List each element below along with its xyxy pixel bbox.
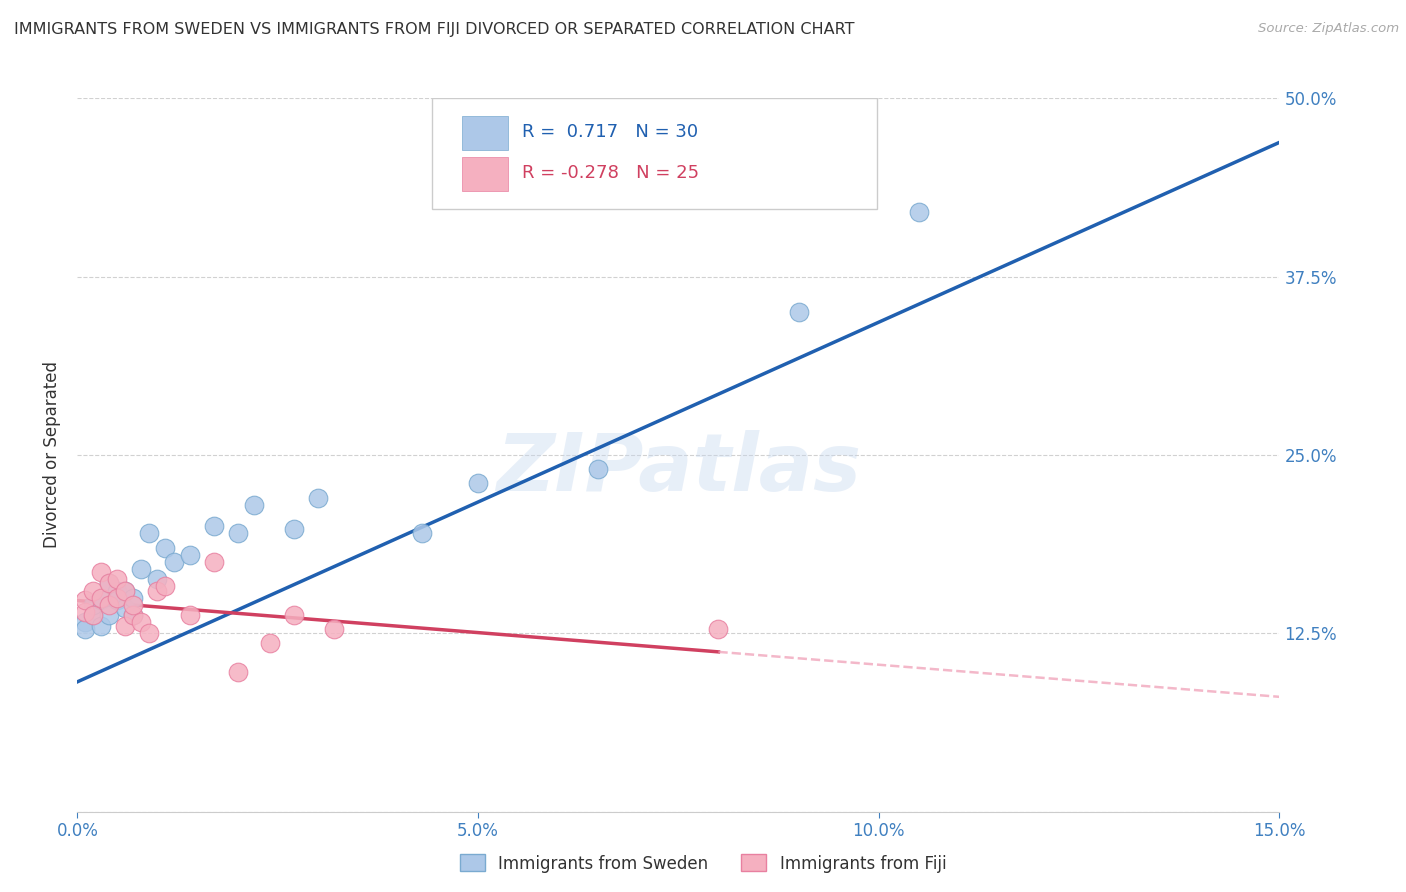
Point: [307, 491, 329, 505]
Point: [226, 526, 249, 541]
Point: [82, 607, 104, 622]
Point: [155, 579, 177, 593]
Point: [114, 583, 136, 598]
FancyBboxPatch shape: [432, 98, 877, 209]
Point: [114, 583, 136, 598]
Point: [98, 607, 121, 622]
Point: [122, 607, 145, 622]
Point: [322, 622, 344, 636]
Point: [98, 576, 121, 591]
Legend: Immigrants from Sweden, Immigrants from Fiji: Immigrants from Sweden, Immigrants from …: [453, 847, 953, 880]
Text: R =  0.717   N = 30: R = 0.717 N = 30: [522, 123, 699, 141]
Point: [242, 498, 264, 512]
Point: [179, 607, 201, 622]
Point: [138, 626, 160, 640]
Point: [90, 565, 112, 579]
Point: [122, 591, 145, 605]
Point: [467, 476, 489, 491]
Point: [131, 562, 153, 576]
Point: [107, 572, 129, 586]
Point: [75, 605, 97, 619]
Point: [90, 619, 112, 633]
Point: [107, 593, 129, 607]
Point: [202, 555, 225, 569]
Point: [75, 622, 97, 636]
Point: [259, 636, 281, 650]
Point: [588, 462, 610, 476]
Point: [179, 548, 201, 562]
FancyBboxPatch shape: [463, 116, 508, 150]
Point: [138, 526, 160, 541]
Point: [107, 591, 129, 605]
Point: [908, 205, 931, 219]
Point: [155, 541, 177, 555]
Point: [114, 600, 136, 615]
Point: [787, 305, 810, 319]
Point: [131, 615, 153, 629]
Point: [707, 622, 730, 636]
Text: R = -0.278   N = 25: R = -0.278 N = 25: [522, 164, 699, 182]
Point: [82, 583, 104, 598]
Text: Source: ZipAtlas.com: Source: ZipAtlas.com: [1258, 22, 1399, 36]
Point: [146, 583, 169, 598]
FancyBboxPatch shape: [463, 157, 508, 191]
Point: [411, 526, 433, 541]
Point: [98, 576, 121, 591]
Point: [114, 619, 136, 633]
Point: [283, 522, 305, 536]
Y-axis label: Divorced or Separated: Divorced or Separated: [44, 361, 62, 549]
Point: [90, 593, 112, 607]
Point: [122, 607, 145, 622]
Point: [98, 598, 121, 612]
Point: [82, 598, 104, 612]
Point: [75, 615, 97, 629]
Point: [162, 555, 184, 569]
Point: [90, 591, 112, 605]
Point: [226, 665, 249, 679]
Point: [283, 607, 305, 622]
Point: [82, 607, 104, 622]
Point: [146, 572, 169, 586]
Point: [122, 598, 145, 612]
Point: [75, 593, 97, 607]
Point: [202, 519, 225, 533]
Text: ZIPatlas: ZIPatlas: [496, 430, 860, 508]
Text: IMMIGRANTS FROM SWEDEN VS IMMIGRANTS FROM FIJI DIVORCED OR SEPARATED CORRELATION: IMMIGRANTS FROM SWEDEN VS IMMIGRANTS FRO…: [14, 22, 855, 37]
Point: [107, 583, 129, 598]
